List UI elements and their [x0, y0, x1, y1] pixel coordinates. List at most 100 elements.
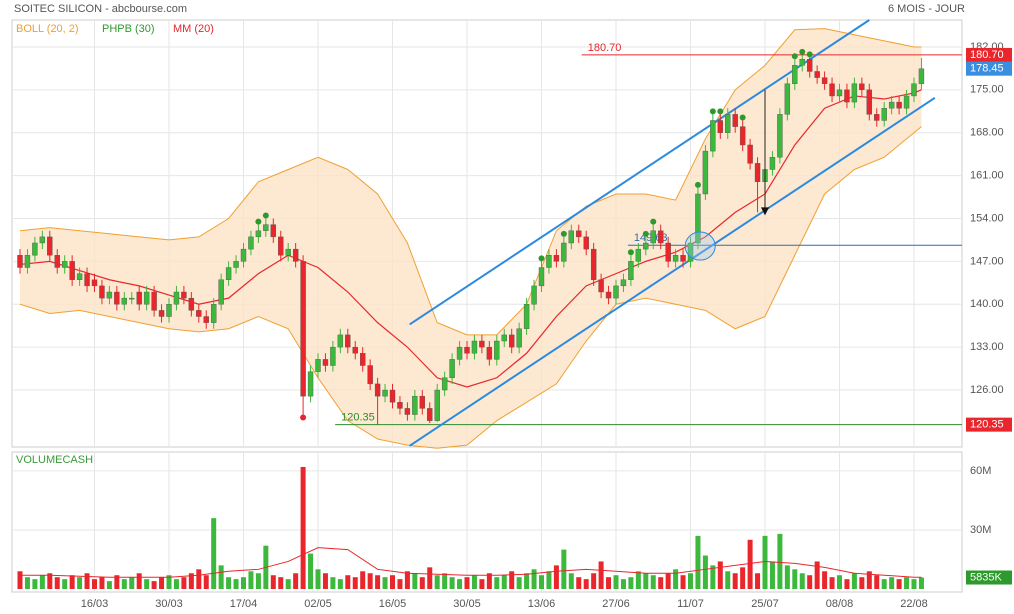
candle-body — [285, 248, 291, 256]
candle-body — [32, 242, 38, 256]
candle-body — [464, 346, 470, 354]
volume-bar — [777, 533, 783, 589]
bollinger-lower — [19, 126, 922, 449]
volume-bar — [568, 573, 574, 589]
candle-body — [114, 291, 120, 305]
y-tick-label: 175.00 — [970, 84, 1004, 96]
volume-bar — [285, 579, 291, 589]
candle-body — [24, 255, 31, 268]
volume-bar — [434, 575, 440, 589]
volume-bar — [233, 579, 239, 589]
volume-bar — [844, 579, 850, 589]
candle-body — [307, 371, 314, 397]
phpb-marker — [709, 108, 716, 115]
candle-body — [151, 291, 157, 311]
candle-body — [769, 157, 776, 170]
candle-body — [903, 95, 910, 109]
price-tag — [966, 47, 1012, 62]
candle-body — [643, 242, 649, 250]
highlight-circle — [684, 231, 716, 261]
phpb-marker — [650, 218, 657, 225]
phpb-marker — [739, 114, 746, 121]
volume-bar — [762, 535, 768, 589]
candle-body — [851, 83, 858, 103]
candle-body — [129, 297, 135, 300]
candle-body — [91, 279, 98, 287]
volume-bar — [54, 577, 60, 589]
candle-body — [710, 120, 716, 152]
x-tick-label: 13/06 — [528, 598, 556, 610]
volume-bar — [918, 577, 924, 589]
candle-body — [553, 255, 560, 262]
candle-body — [263, 224, 269, 231]
volume-bar — [769, 561, 775, 589]
volume-bar — [39, 575, 45, 589]
volume-bar — [196, 569, 202, 589]
candle-body — [337, 334, 344, 348]
candle-body — [814, 71, 820, 78]
phpb-marker — [255, 218, 262, 225]
volume-title: VOLUMECASH — [16, 454, 93, 466]
volume-bar — [136, 573, 142, 589]
x-tick-label: 02/05 — [304, 598, 332, 610]
volume-bar — [665, 573, 671, 589]
volume-bar — [181, 577, 187, 589]
volume-bar — [509, 571, 515, 589]
legend-boll: BOLL (20, 2) — [16, 23, 79, 35]
candle-body — [844, 89, 850, 103]
candle-body — [620, 279, 627, 287]
volume-bar — [792, 569, 798, 589]
volume-bar — [151, 581, 157, 589]
volume-bar — [837, 575, 842, 589]
candle-body — [911, 83, 917, 97]
candle-body — [486, 346, 493, 360]
volume-bar — [911, 579, 917, 589]
volume-bar — [859, 577, 865, 589]
volume-bar — [471, 575, 477, 589]
price-tag-label: 180.70 — [970, 49, 1004, 61]
volume-bar — [486, 573, 492, 589]
candle-body — [225, 267, 232, 280]
volume-bar — [218, 565, 224, 589]
volume-bar — [457, 579, 463, 589]
candle-body — [292, 248, 299, 262]
volume-bar — [740, 567, 746, 589]
candle-body — [389, 389, 396, 403]
candle-body — [821, 77, 828, 84]
price-tag — [966, 61, 1012, 76]
volume-bar — [851, 573, 857, 589]
volume-bar — [337, 579, 343, 589]
volume-bar — [799, 573, 805, 589]
candle-body — [546, 255, 552, 268]
candle-body — [732, 114, 738, 127]
volume-bar — [173, 579, 179, 589]
candle-body — [881, 108, 887, 121]
candle-body — [874, 114, 880, 121]
volume-bar — [881, 579, 887, 589]
volume-bar — [546, 571, 552, 589]
candle-body — [754, 163, 761, 182]
candle-body — [471, 340, 478, 354]
volume-bar — [106, 581, 112, 589]
candle-body — [538, 267, 545, 287]
candle-body — [523, 304, 530, 329]
candle-body — [17, 255, 23, 268]
volume-bar — [755, 573, 761, 589]
volume-bar — [375, 575, 381, 589]
candle-body — [605, 291, 612, 299]
phpb-marker — [262, 212, 269, 219]
volume-bar — [747, 539, 753, 589]
candle-body — [687, 242, 694, 262]
phpb-marker — [791, 53, 798, 60]
volume-bar — [531, 569, 537, 589]
volume-bar — [114, 575, 120, 589]
volume-bar — [84, 573, 90, 589]
volume-bar — [203, 575, 209, 589]
candle-body — [665, 242, 671, 262]
volume-bar — [680, 575, 686, 589]
x-tick-label: 16/05 — [379, 598, 407, 610]
volume-bar — [650, 575, 656, 589]
volume-bar — [367, 573, 373, 589]
candle-body — [427, 408, 433, 421]
